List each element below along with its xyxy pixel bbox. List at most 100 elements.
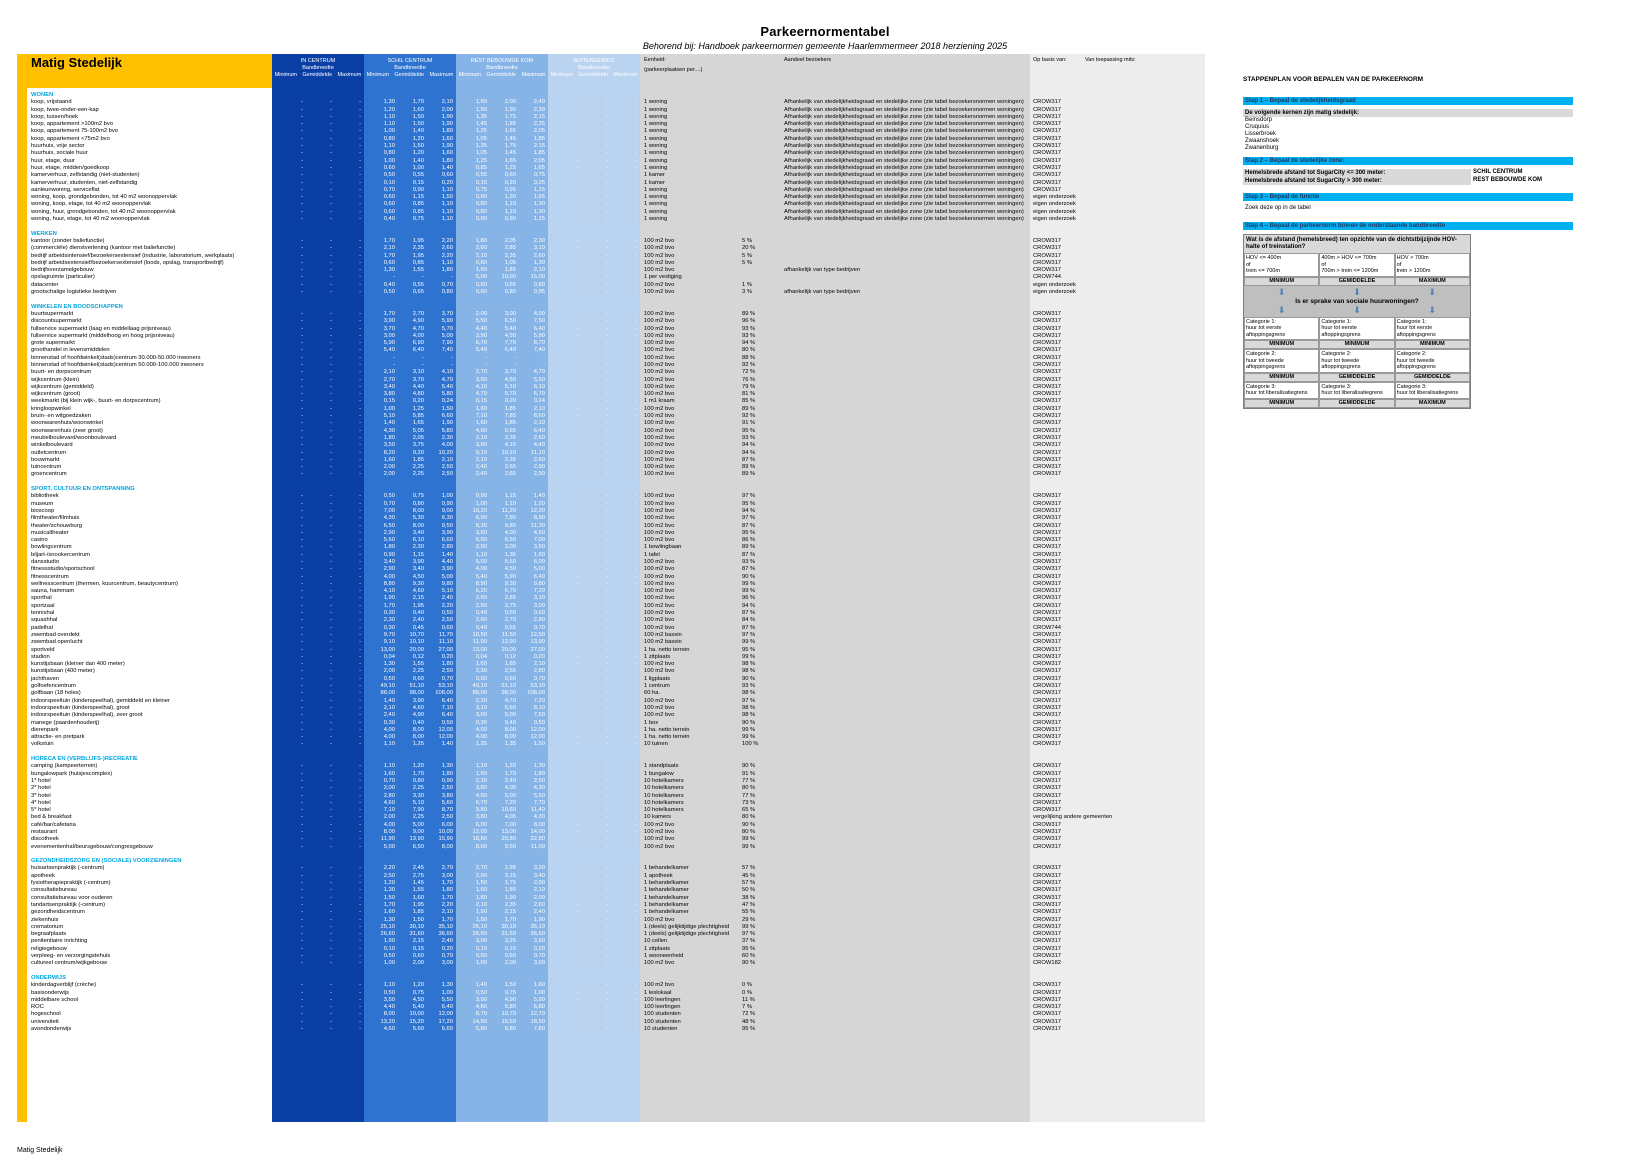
schil-value: - — [393, 361, 395, 368]
rest-value: 26,60 — [472, 931, 487, 938]
source: CROW317 — [1033, 310, 1062, 317]
schil-value: 5,00 — [383, 843, 395, 850]
buitengebied-dash: - — [577, 792, 579, 799]
buitengebied-dash: - — [635, 704, 637, 711]
source: CROW744 — [1033, 274, 1062, 281]
function-name: 2* hotel — [31, 785, 51, 792]
buitengebied-dash: - — [606, 354, 608, 361]
in-centrum-dash: - — [359, 121, 361, 128]
function-name: discotheek — [31, 836, 59, 843]
buitengebied-dash: - — [606, 697, 608, 704]
function-name: penitentiaire inrichting — [31, 938, 88, 945]
in-centrum-dash: - — [359, 566, 361, 573]
buitengebied-dash: - — [577, 507, 579, 514]
buitengebied-dash: - — [635, 347, 637, 354]
buitengebied-dash: - — [606, 179, 608, 186]
in-centrum-dash: - — [301, 770, 303, 777]
table-row: golfbaan (18 holes) - - - - - -88,00 98,00 108,0… — [17, 690, 1205, 697]
table-row: discountsupermarkt - - - - - -3,90 4,90 5,90 5,50… — [17, 318, 1205, 325]
rest-value: 1,10 — [504, 500, 516, 507]
rest-value: 0,65 — [504, 281, 516, 288]
in-centrum-dash: - — [330, 807, 332, 814]
rest-value: 0,90 — [475, 493, 487, 500]
visitor-share: 85 % — [742, 398, 756, 405]
buitengebied-dash: - — [635, 310, 637, 317]
in-centrum-dash: - — [330, 172, 332, 179]
schil-value: 5,60 — [441, 799, 453, 806]
rest-value: 2,00 — [533, 880, 545, 887]
buitengebied-dash: - — [635, 434, 637, 441]
table-row: fysiotherapiepraktijk (-centrum) - - - - - -1,… — [17, 880, 1205, 887]
buitengebied-dash: - — [635, 814, 637, 821]
unit: 100 m2 bvo — [644, 529, 675, 536]
table-row: 3* hotel - - - - - -2,80 3,30 3,80 4,50 5,00 5,50 10… — [17, 793, 1205, 800]
schil-value: 4,70 — [412, 325, 424, 332]
rest-value: 1,15 — [533, 216, 545, 223]
buitengebied-dash: - — [577, 471, 579, 478]
question-social: Is er sprake van sociale huurwoningen? — [1295, 297, 1419, 305]
cat1-a: Categorie 1: huur tot eerste aftoppingsg… — [1244, 316, 1320, 340]
rest-value: 3,20 — [533, 865, 545, 872]
rest-value: 0,50 — [475, 281, 487, 288]
buitengebied-dash: - — [577, 376, 579, 383]
buitengebied-dash: - — [606, 989, 608, 996]
in-centrum-dash: - — [359, 704, 361, 711]
table-row: apotheek - - - - - -2,50 2,75 3,00 2,90 3,15 3,40 1 … — [17, 873, 1205, 880]
function-name: camping (kampeerterrein) — [31, 763, 98, 770]
buitengebied-dash: - — [606, 668, 608, 675]
buitengebied-dash: - — [606, 347, 608, 354]
source: vergelijking andere gemeenten — [1033, 814, 1113, 821]
in-centrum-dash: - — [359, 391, 361, 398]
buitengebied-dash: - — [577, 274, 579, 281]
in-centrum-dash: - — [330, 763, 332, 770]
rest-value: 4,70 — [533, 369, 545, 376]
schil-value: 0,80 — [441, 289, 453, 296]
schil-value: 4,00 — [383, 734, 395, 741]
rest-value: 14,50 — [472, 1018, 487, 1025]
schil-value: 1,90 — [441, 121, 453, 128]
function-name: bedrijfsverzamelgebouw — [31, 267, 94, 274]
table-row: bruin- en witgoedzaken - - - - - -5,10 5,85 6,60… — [17, 413, 1205, 420]
in-centrum-dash: - — [301, 610, 303, 617]
buitengebied-dash: - — [577, 186, 579, 193]
in-centrum-dash: - — [301, 164, 303, 171]
step-2: Stap 2 – Bepaal de stedelijke zone: — [1243, 157, 1573, 165]
in-centrum-dash: - — [330, 595, 332, 602]
cat2-a: Categorie 2: huur tot tweede aftoppingsg… — [1244, 349, 1320, 373]
schil-value: 1,90 — [441, 113, 453, 120]
unit: 100 m2 bvo — [644, 449, 675, 456]
arrow-down-icon: ⬇ — [1428, 286, 1437, 297]
buitengebied-dash: - — [606, 427, 608, 434]
rest-value: 4,00 — [475, 726, 487, 733]
table-row: binnenstad of hoofdwinkel(stads)centrum … — [17, 355, 1205, 362]
in-centrum-dash: - — [330, 610, 332, 617]
table-row: restaurant - - - - - -8,00 9,00 10,00 12,00 13,00 1… — [17, 829, 1205, 836]
source: CROW317 — [1033, 617, 1062, 624]
in-centrum-dash: - — [330, 398, 332, 405]
rest-value: - — [514, 361, 516, 368]
buitengebied-dash: - — [606, 413, 608, 420]
rest-value: 88,00 — [472, 690, 487, 697]
step-1: Stap 1 – Bepaal de stedelijkheidsgraad — [1243, 97, 1573, 105]
visitor-share: 95 % — [742, 427, 756, 434]
in-centrum-dash: - — [359, 267, 361, 274]
buitengebied-dash: - — [635, 843, 637, 850]
rest-value: 2,00 — [504, 99, 516, 106]
visitor-note: Afhankelijk van stedelijkheidsgraad en s… — [784, 179, 1024, 186]
buitengebied-dash: - — [577, 989, 579, 996]
buitengebied-dash: - — [635, 391, 637, 398]
function-name: wijkcentrum (gemiddeld) — [31, 383, 94, 390]
unit: 10 hotelkamers — [644, 777, 684, 784]
schil-value: 9,10 — [383, 639, 395, 646]
source: CROW317 — [1033, 179, 1062, 186]
source: CROW317 — [1033, 150, 1062, 157]
in-centrum-dash: - — [359, 931, 361, 938]
rest-value: 4,00 — [475, 734, 487, 741]
table-row: tennishal - - - - - -0,30 0,40 0,50 0,40 0,50 0,60 1… — [17, 610, 1205, 617]
row2-3: GEMIDDELDE — [1394, 372, 1470, 382]
rest-value: 1,60 — [475, 770, 487, 777]
rest-value: 0,20 — [533, 653, 545, 660]
schil-value: 2,50 — [441, 668, 453, 675]
table-row: indoorspeeltuin (kinderspeelhal), groot -… — [17, 705, 1205, 712]
buitengebied-dash: - — [635, 828, 637, 835]
